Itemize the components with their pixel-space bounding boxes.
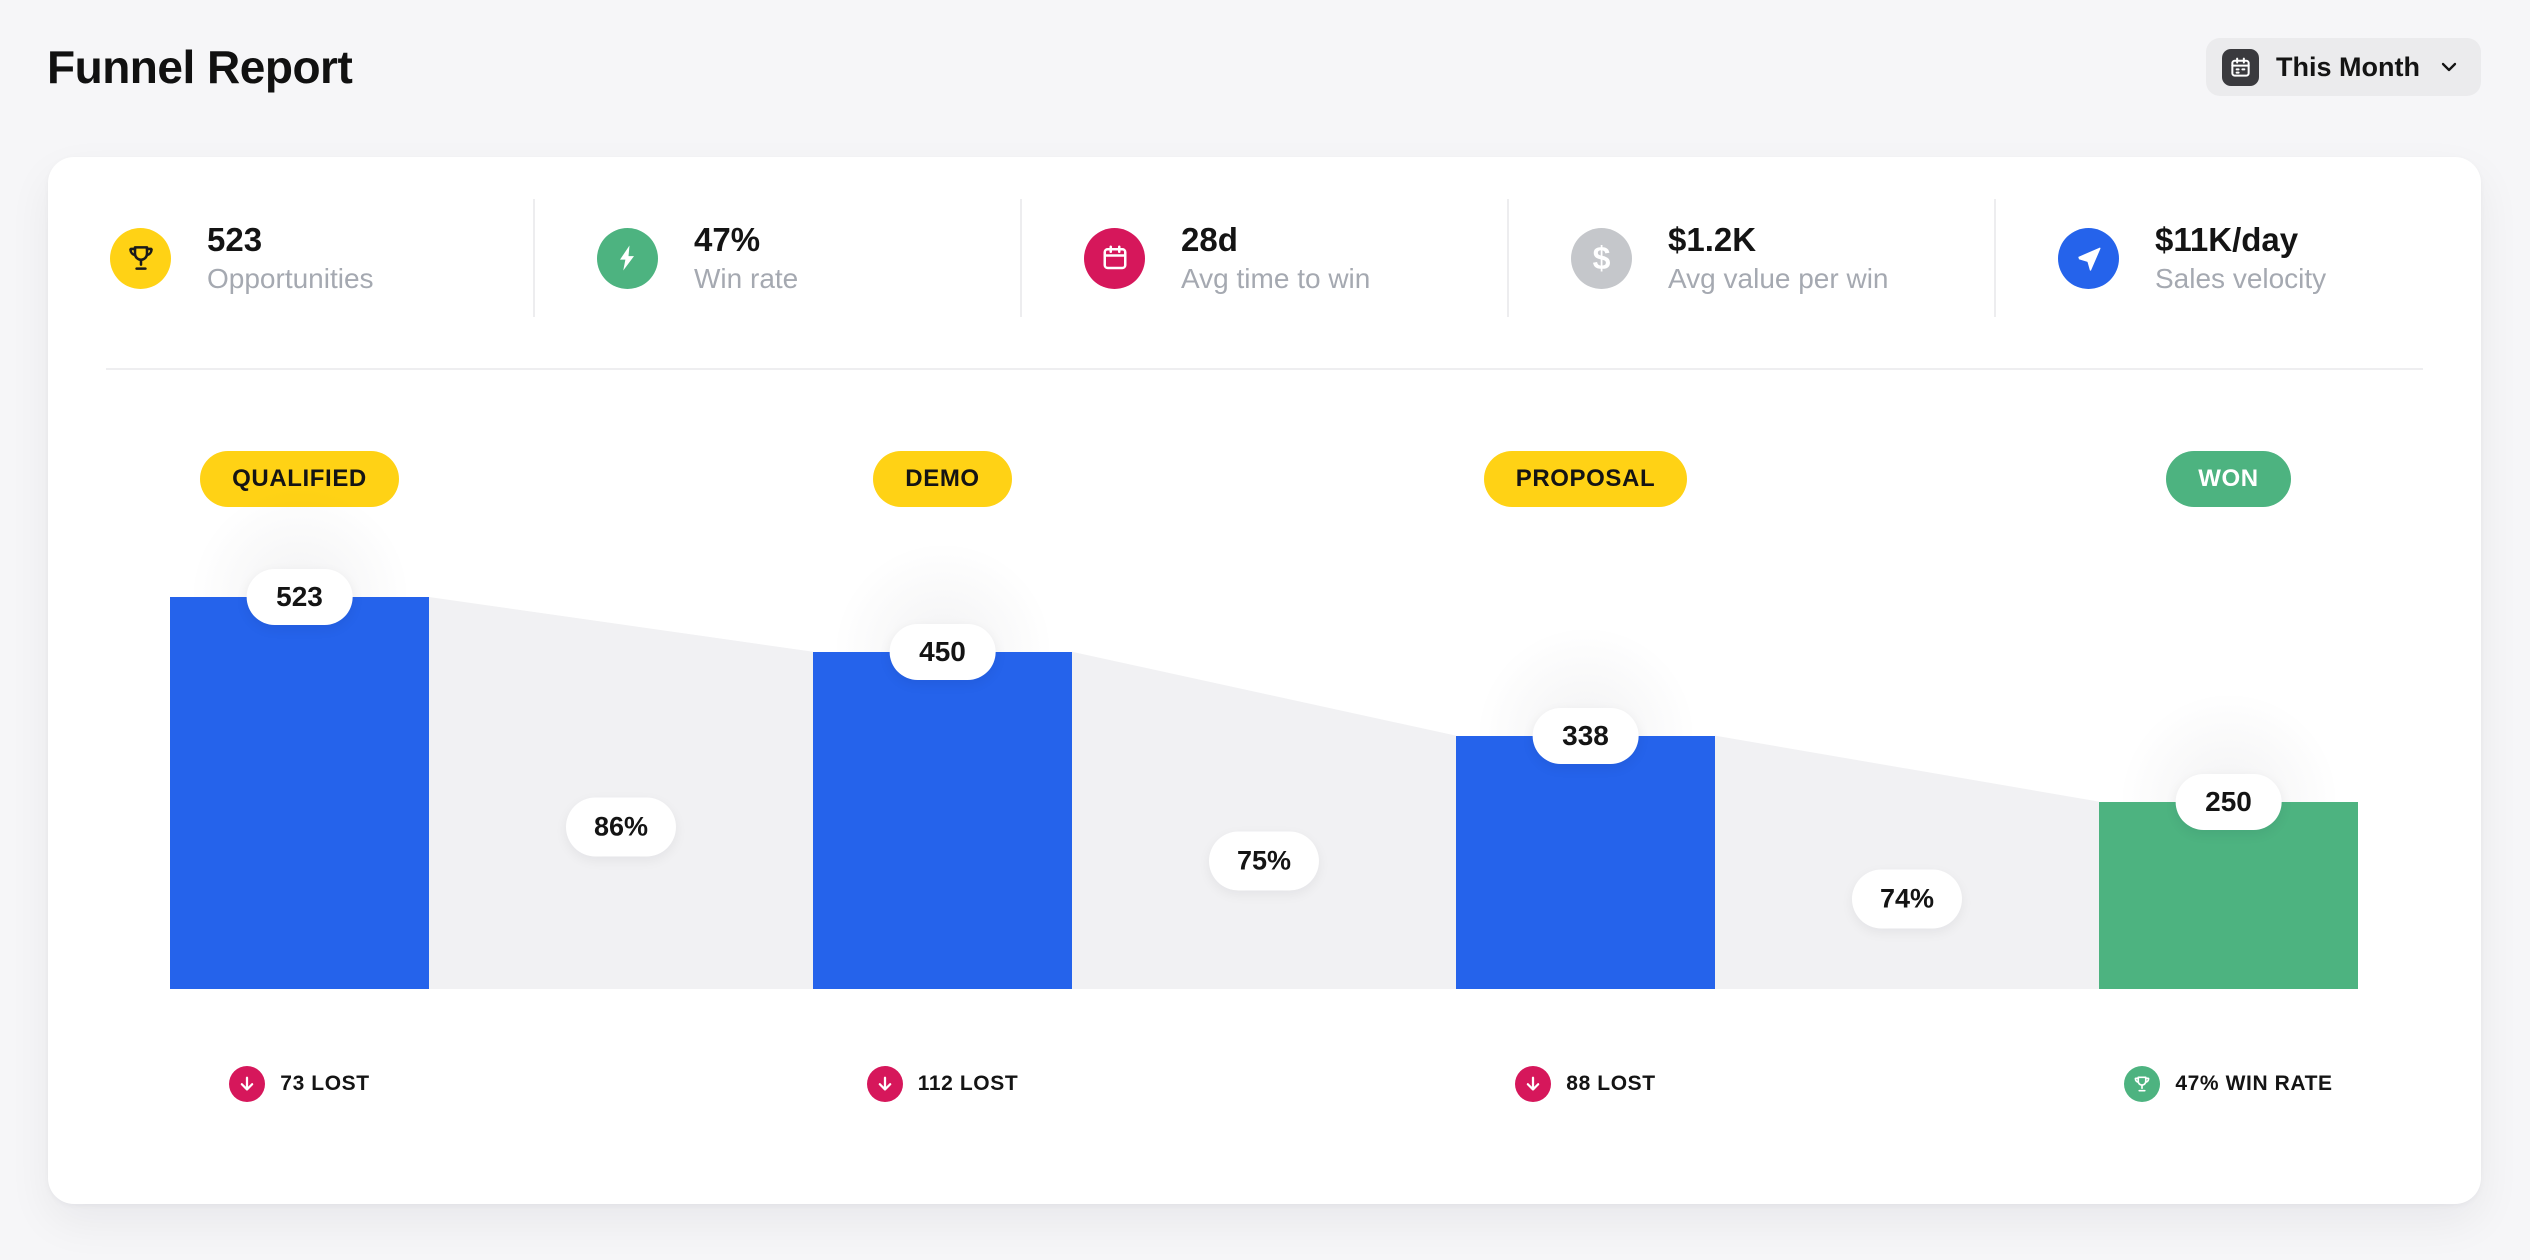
- kpi-avg-time-to-win: 28d Avg time to win: [1022, 220, 1507, 295]
- kpi-opportunities: 523 Opportunities: [48, 220, 533, 295]
- funnel-bar[interactable]: 523: [170, 569, 429, 989]
- trophy-icon: [110, 227, 171, 289]
- arrow-down-icon: [866, 1066, 903, 1102]
- kpi-label: Sales velocity: [2155, 262, 2327, 294]
- lost-label: 112 LOST: [917, 1072, 1019, 1095]
- funnel-stage-qualified: QUALIFIED 523 73 LOST: [170, 416, 429, 1102]
- kpi-value: 523: [207, 220, 263, 258]
- page-title: Funnel Report: [47, 41, 353, 93]
- funnel-connector: 74%: [1715, 416, 2099, 1102]
- stage-badge: WON: [2166, 451, 2291, 507]
- win-rate-label: 47% WIN RATE: [2175, 1072, 2333, 1095]
- kpi-divider: [1994, 199, 1996, 317]
- period-selector-button[interactable]: This Month: [2206, 38, 2481, 96]
- kpi-value: $1.2K: [1668, 220, 1757, 258]
- kpi-label: Avg time to win: [1181, 262, 1371, 294]
- stage-footer: 73 LOST: [170, 989, 429, 1102]
- funnel-stage-demo: DEMO 450 112 LOST: [813, 416, 1072, 1102]
- funnel-connector: 86%: [429, 416, 813, 1102]
- section-divider: [106, 368, 2423, 370]
- dollar-icon: $: [1571, 227, 1632, 289]
- kpi-value: 47%: [694, 220, 761, 258]
- stage-badge: DEMO: [873, 451, 1012, 507]
- connector-shape: [429, 597, 813, 989]
- lost-label: 73 LOST: [280, 1072, 370, 1095]
- kpi-value: $11K/day: [2155, 220, 2299, 258]
- arrow-down-icon: [1515, 1066, 1552, 1102]
- funnel-stage-won: WON 250: [2099, 416, 2358, 1102]
- stage-value-pill: 450: [889, 623, 996, 680]
- funnel-bar[interactable]: 338: [1456, 707, 1715, 989]
- kpi-divider: [533, 199, 535, 317]
- kpi-label: Avg value per win: [1668, 262, 1889, 294]
- conversion-pill: 75%: [1208, 831, 1320, 891]
- kpi-divider: [1020, 199, 1022, 317]
- conversion-pill: 86%: [565, 797, 677, 857]
- funnel-chart: QUALIFIED 523 73 LOST: [48, 416, 2481, 1102]
- connector-shape: [1072, 651, 1456, 989]
- kpi-sales-velocity: $11K/day Sales velocity: [1996, 220, 2481, 295]
- trophy-icon: [2124, 1066, 2161, 1102]
- arrow-down-icon: [229, 1066, 266, 1102]
- lightning-icon: [597, 227, 658, 289]
- kpi-avg-value-per-win: $ $1.2K Avg value per win: [1509, 220, 1994, 295]
- kpi-row: 523 Opportunities 47% Win rate: [48, 157, 2481, 317]
- funnel-stage-proposal: PROPOSAL 338 88 LOST: [1456, 416, 1715, 1102]
- stage-footer: 112 LOST: [813, 989, 1072, 1102]
- conversion-pill: 74%: [1851, 869, 1963, 929]
- chevron-down-icon: [2437, 55, 2461, 79]
- stage-footer: 47% WIN RATE: [2099, 989, 2358, 1102]
- funnel-connector: 75%: [1072, 416, 1456, 1102]
- period-label: This Month: [2276, 51, 2420, 82]
- stage-value-pill: 250: [2175, 773, 2282, 830]
- calendar-icon: [1084, 227, 1145, 289]
- stage-value-pill: 523: [246, 569, 353, 625]
- kpi-value: 28d: [1181, 220, 1238, 258]
- kpi-label: Opportunities: [207, 262, 374, 294]
- top-header: Funnel Report This Month: [0, 0, 2530, 96]
- kpi-win-rate: 47% Win rate: [535, 220, 1020, 295]
- funnel-bar[interactable]: 250: [2099, 773, 2358, 989]
- kpi-divider: [1507, 199, 1509, 317]
- stage-value-pill: 338: [1532, 707, 1639, 764]
- report-card: 523 Opportunities 47% Win rate: [48, 157, 2481, 1204]
- send-icon: [2058, 227, 2119, 289]
- lost-label: 88 LOST: [1566, 1072, 1656, 1095]
- calendar-icon: [2222, 48, 2260, 86]
- stage-footer: 88 LOST: [1456, 989, 1715, 1102]
- stage-badge: PROPOSAL: [1483, 451, 1688, 507]
- stage-badge: QUALIFIED: [200, 451, 399, 507]
- kpi-label: Win rate: [694, 262, 799, 294]
- funnel-bar[interactable]: 450: [813, 623, 1072, 989]
